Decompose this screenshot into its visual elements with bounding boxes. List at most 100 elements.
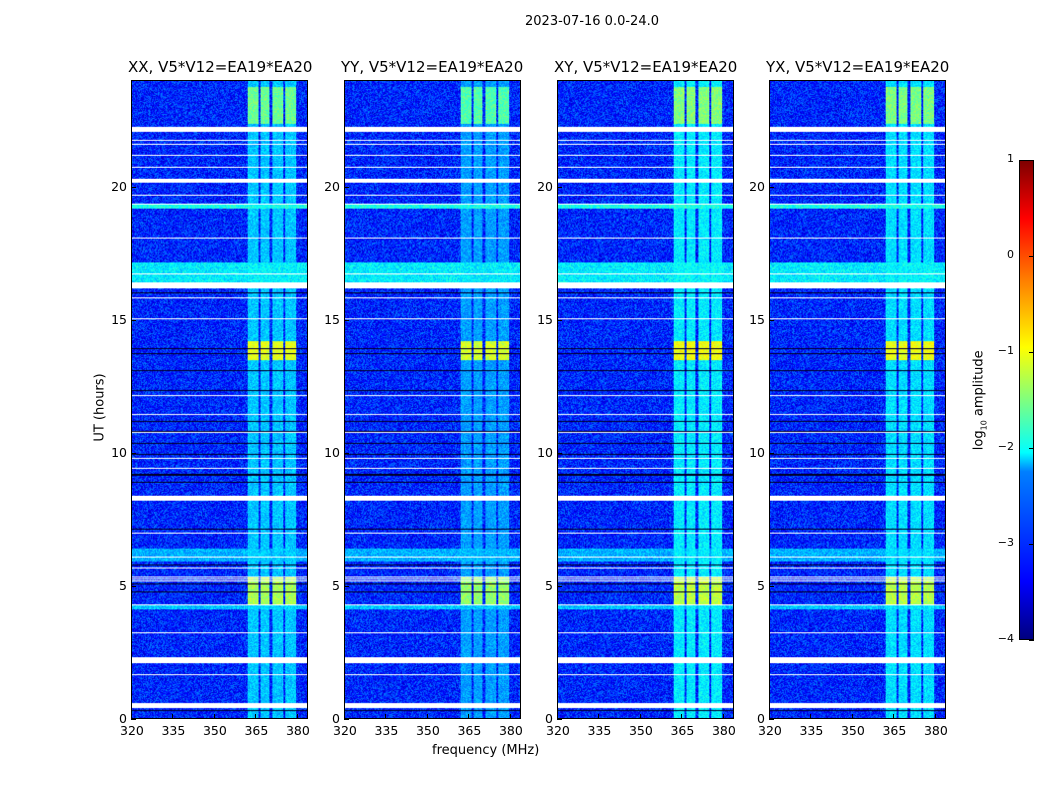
y-tick xyxy=(131,585,136,587)
panel-title: XX, V5*V12=EA19*EA20 xyxy=(128,58,313,76)
heatmap-image xyxy=(558,81,733,718)
colorbar-tick-label: −3 xyxy=(997,536,1014,549)
colorbar-tick-label: −4 xyxy=(997,632,1014,645)
x-tick xyxy=(509,714,511,719)
x-tick-label: 350 xyxy=(840,723,865,738)
x-tick-label: 380 xyxy=(923,723,948,738)
y-tick-label: 15 xyxy=(324,311,340,327)
x-tick-label: 320 xyxy=(333,723,357,738)
y-tick-label: 5 xyxy=(757,577,765,593)
y-tick xyxy=(131,452,136,454)
heatmap-panel xyxy=(557,80,734,719)
y-tick-label: 10 xyxy=(749,444,765,460)
y-tick xyxy=(769,319,774,321)
heatmap-image xyxy=(132,81,307,718)
x-tick xyxy=(255,714,257,719)
y-tick-label: 20 xyxy=(749,178,765,194)
x-tick-label: 335 xyxy=(587,723,612,738)
x-tick xyxy=(810,714,812,719)
y-tick-label: 0 xyxy=(757,711,765,726)
y-tick xyxy=(344,452,349,454)
x-tick-label: 365 xyxy=(670,723,695,738)
heatmap-panel xyxy=(344,80,521,719)
y-tick xyxy=(557,585,562,587)
heatmap-image xyxy=(345,81,520,718)
x-tick-label: 365 xyxy=(882,723,907,738)
y-tick-label: 10 xyxy=(537,444,553,460)
x-tick xyxy=(344,714,345,719)
x-tick xyxy=(426,714,428,719)
y-tick-label: 20 xyxy=(537,178,553,194)
x-tick xyxy=(639,714,641,719)
x-tick xyxy=(851,714,853,719)
x-tick xyxy=(213,714,215,719)
x-tick-label: 350 xyxy=(628,723,653,738)
x-tick-label: 365 xyxy=(244,723,269,738)
x-tick xyxy=(468,714,470,719)
y-tick xyxy=(557,186,562,188)
y-tick-label: 15 xyxy=(111,311,127,327)
x-tick-label: 320 xyxy=(758,723,782,738)
y-tick xyxy=(344,319,349,321)
colorbar-tick-label: −2 xyxy=(997,440,1014,453)
panel-title: YX, V5*V12=EA19*EA20 xyxy=(766,58,950,76)
x-tick xyxy=(934,714,936,719)
y-tick-label: 0 xyxy=(119,711,127,726)
y-tick xyxy=(557,719,562,720)
y-tick xyxy=(131,319,136,321)
colorbar-tick xyxy=(1029,448,1034,449)
colorbar-label: log10 amplitude xyxy=(971,350,989,451)
y-tick xyxy=(557,319,562,321)
x-tick xyxy=(131,714,132,719)
panel-title: YY, V5*V12=EA19*EA20 xyxy=(341,58,524,76)
y-tick xyxy=(769,585,774,587)
colorbar-tick xyxy=(1029,544,1034,545)
panel-title: XY, V5*V12=EA19*EA20 xyxy=(554,58,738,76)
x-tick xyxy=(172,714,174,719)
x-tick xyxy=(722,714,724,719)
y-tick-label: 5 xyxy=(119,577,127,593)
x-tick-label: 350 xyxy=(202,723,227,738)
x-tick xyxy=(598,714,600,719)
y-tick xyxy=(344,186,349,188)
y-tick xyxy=(769,186,774,188)
colorbar-tick xyxy=(1029,352,1034,353)
x-tick-label: 365 xyxy=(457,723,482,738)
y-axis-label: UT (hours) xyxy=(92,373,108,442)
x-tick-label: 350 xyxy=(415,723,440,738)
colorbar-tick xyxy=(1029,160,1034,161)
x-tick xyxy=(557,714,558,719)
x-tick-label: 380 xyxy=(285,723,310,738)
suptitle: 2023-07-16 0.0-24.0 xyxy=(525,14,659,29)
y-tick-label: 10 xyxy=(111,444,127,460)
x-tick xyxy=(893,714,895,719)
y-tick-label: 5 xyxy=(332,577,340,593)
heatmap-panel xyxy=(769,80,946,719)
x-tick xyxy=(769,714,770,719)
y-tick xyxy=(769,719,774,720)
x-tick-label: 320 xyxy=(546,723,570,738)
y-tick-label: 20 xyxy=(324,178,340,194)
y-tick-label: 5 xyxy=(545,577,553,593)
y-tick-label: 15 xyxy=(749,311,765,327)
x-tick xyxy=(296,714,298,719)
x-tick-label: 335 xyxy=(374,723,399,738)
x-tick xyxy=(385,714,387,719)
x-tick-label: 335 xyxy=(799,723,824,738)
y-tick-label: 10 xyxy=(324,444,340,460)
y-tick xyxy=(557,452,562,454)
heatmap-panel xyxy=(131,80,308,719)
x-axis-label: frequency (MHz) xyxy=(432,743,540,758)
y-tick xyxy=(131,719,136,720)
y-tick-label: 20 xyxy=(111,178,127,194)
y-tick xyxy=(131,186,136,188)
colorbar xyxy=(1019,160,1034,640)
x-tick xyxy=(681,714,683,719)
x-tick-label: 380 xyxy=(498,723,523,738)
x-tick-label: 335 xyxy=(161,723,186,738)
x-tick-label: 380 xyxy=(711,723,736,738)
colorbar-tick xyxy=(1029,640,1034,641)
heatmap-image xyxy=(770,81,945,718)
y-tick xyxy=(344,585,349,587)
